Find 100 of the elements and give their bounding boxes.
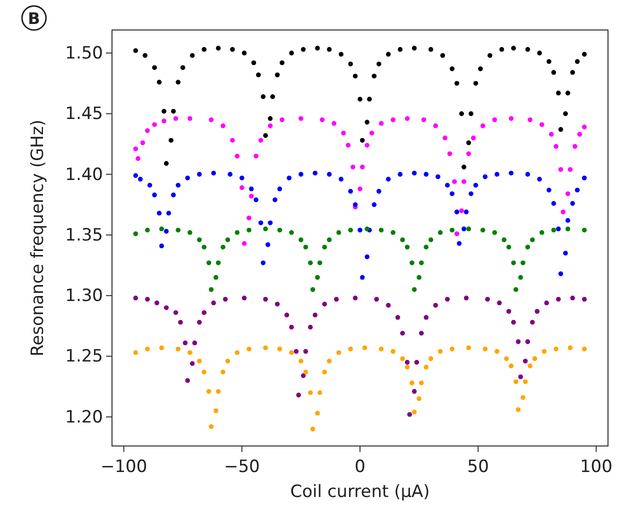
point xyxy=(522,379,528,384)
point xyxy=(308,324,313,330)
point xyxy=(568,167,573,172)
point xyxy=(530,237,535,242)
point xyxy=(459,208,464,214)
point xyxy=(350,164,356,170)
point xyxy=(414,360,420,365)
point xyxy=(539,230,544,235)
point xyxy=(298,116,304,121)
point xyxy=(466,151,472,156)
point xyxy=(317,260,322,266)
point xyxy=(336,350,342,355)
point xyxy=(424,244,429,250)
point xyxy=(303,349,308,354)
point xyxy=(492,230,498,235)
point xyxy=(378,121,384,126)
point xyxy=(444,296,450,302)
point xyxy=(424,364,429,370)
point xyxy=(424,315,429,320)
point xyxy=(390,349,396,354)
point xyxy=(341,130,346,136)
point xyxy=(315,410,320,416)
point xyxy=(202,370,207,374)
point xyxy=(220,244,226,250)
point xyxy=(230,138,235,143)
point xyxy=(196,237,202,242)
point xyxy=(466,345,472,350)
point xyxy=(145,128,150,134)
point xyxy=(317,390,322,396)
point xyxy=(511,320,516,325)
point xyxy=(480,228,486,233)
point xyxy=(296,392,301,398)
point xyxy=(492,117,498,122)
point xyxy=(346,142,351,148)
point xyxy=(214,408,218,414)
point xyxy=(511,260,516,266)
point xyxy=(554,144,558,149)
point xyxy=(454,231,460,236)
point xyxy=(419,330,424,336)
point xyxy=(173,310,178,315)
x-tick-label: −50 xyxy=(224,457,260,477)
point xyxy=(185,378,190,383)
point xyxy=(246,346,252,352)
point xyxy=(348,228,353,233)
point xyxy=(560,210,566,214)
point xyxy=(234,350,240,355)
point xyxy=(145,228,150,233)
point xyxy=(280,117,284,122)
point xyxy=(303,370,308,374)
point xyxy=(528,364,532,368)
point xyxy=(133,146,138,152)
point xyxy=(470,136,476,140)
point xyxy=(539,122,544,127)
point xyxy=(284,312,290,318)
point xyxy=(480,123,486,128)
point xyxy=(220,370,226,374)
point xyxy=(242,241,247,246)
point xyxy=(254,154,258,159)
point xyxy=(277,228,282,233)
point xyxy=(188,230,192,235)
point xyxy=(518,374,524,380)
point xyxy=(315,275,320,280)
point xyxy=(211,300,216,306)
point xyxy=(140,140,146,146)
point xyxy=(450,228,455,233)
point xyxy=(322,302,327,306)
point xyxy=(407,412,412,417)
x-axis-title: Coil current (μA) xyxy=(290,482,430,502)
point xyxy=(326,237,332,242)
point xyxy=(416,275,422,280)
point xyxy=(208,117,214,122)
point xyxy=(522,358,528,364)
point xyxy=(582,346,587,352)
point xyxy=(482,346,488,352)
point xyxy=(274,302,280,306)
point xyxy=(378,346,384,352)
y-tick-label: 1.40 xyxy=(65,164,103,185)
point xyxy=(298,358,304,364)
point xyxy=(525,244,530,250)
point xyxy=(202,310,207,315)
point xyxy=(208,287,214,292)
point xyxy=(310,426,316,432)
point xyxy=(582,228,587,233)
point xyxy=(154,300,160,306)
point xyxy=(358,186,362,192)
point xyxy=(192,340,198,346)
point xyxy=(504,356,509,362)
point xyxy=(502,237,506,242)
point xyxy=(438,349,443,354)
point xyxy=(348,346,353,352)
point xyxy=(289,324,294,330)
point xyxy=(525,339,530,344)
point xyxy=(428,356,434,362)
point xyxy=(258,138,264,143)
point xyxy=(520,395,526,400)
point xyxy=(513,287,518,292)
point xyxy=(206,389,212,394)
point xyxy=(182,340,188,346)
point xyxy=(378,228,384,233)
y-tick-label: 1.50 xyxy=(65,43,103,64)
